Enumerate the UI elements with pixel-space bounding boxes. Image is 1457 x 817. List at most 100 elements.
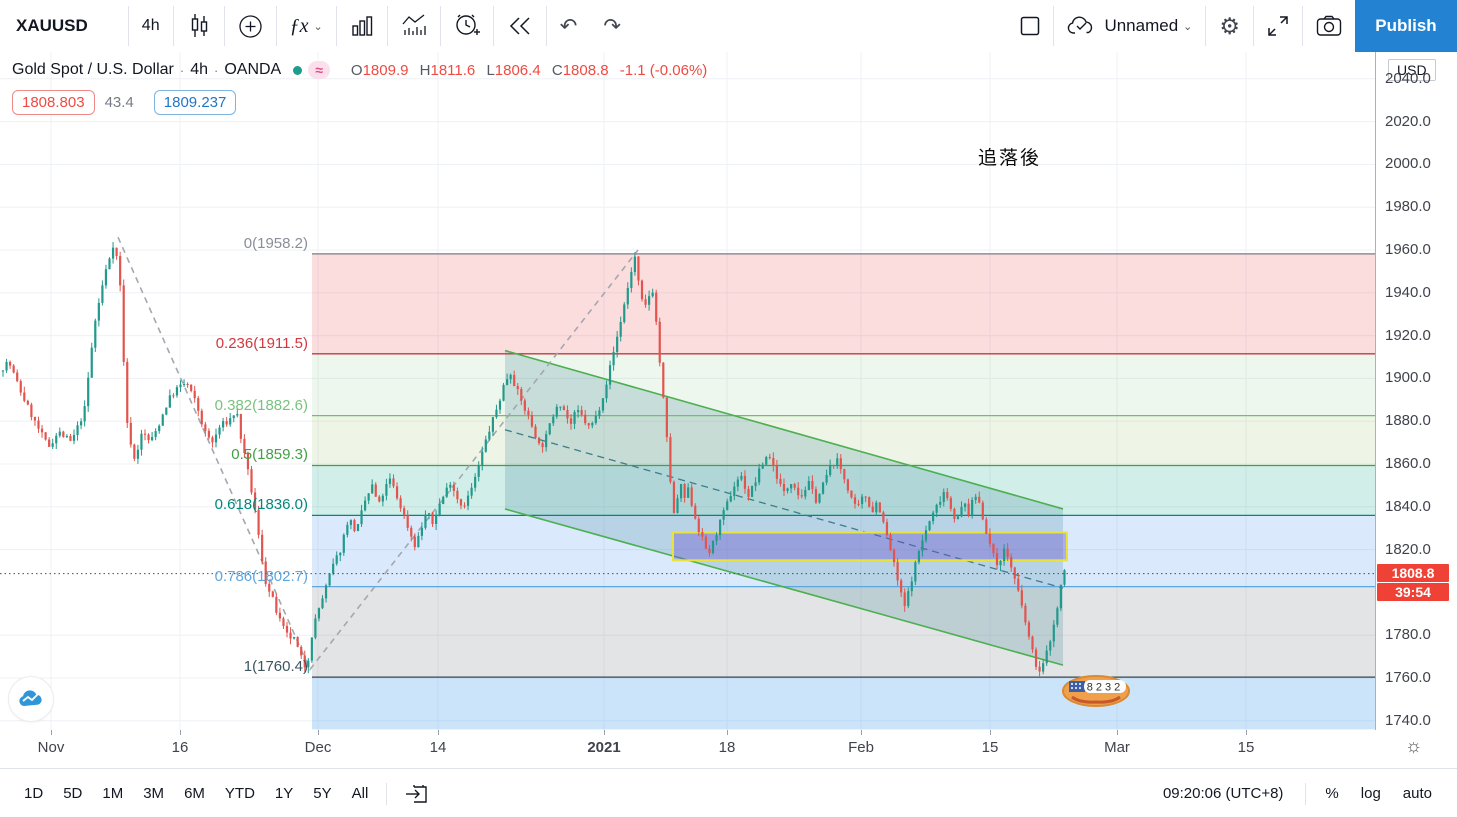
interval-label: 4h [141, 17, 160, 34]
time-axis-tick [318, 730, 319, 735]
price-axis-label: 1860.0 [1385, 455, 1431, 472]
sun-icon: ☼ [1405, 736, 1423, 757]
fib-level-label: 0.236(1911.5) [215, 334, 308, 352]
chart-type-button[interactable] [174, 0, 224, 52]
cloud-check-icon [1068, 16, 1093, 34]
publish-button[interactable]: Publish [1355, 0, 1457, 52]
goto-date-button[interactable] [395, 783, 439, 805]
time-axis-tick [438, 730, 439, 735]
auto-scale-button[interactable]: auto [1402, 785, 1432, 802]
separator [127, 6, 129, 46]
candlestick-icon [191, 14, 207, 37]
time-axis-tick [1117, 730, 1118, 735]
percent-scale-button[interactable]: % [1325, 785, 1339, 802]
compare-button[interactable] [225, 0, 276, 52]
metrics-button[interactable] [388, 0, 440, 52]
range-button-5d[interactable]: 5D [63, 785, 83, 802]
separator [545, 6, 547, 46]
top-toolbar: XAUUSD 4h ƒx ⌄ [0, 0, 1457, 53]
clock-label[interactable]: 09:20:06 (UTC+8) [1162, 785, 1284, 802]
range-button-1d[interactable]: 1D [24, 785, 44, 802]
separator [492, 6, 494, 46]
scale-settings-button[interactable]: ☼ [1405, 736, 1422, 758]
chart-pane[interactable]: Gold Spot / U.S. Dollar · 4h · OANDA ≈ O… [0, 52, 1375, 731]
legend-interval[interactable]: 4h [190, 61, 208, 78]
columns-icon [352, 16, 372, 36]
last-price-badge: 1808.8 [1377, 563, 1449, 582]
time-axis-label: 2021 [587, 739, 621, 756]
separator [1205, 6, 1207, 46]
bid-badge[interactable]: 1808.803 [12, 90, 95, 115]
toolbar-right-group: Unnamed ⌄ ⚙ Publish [1007, 0, 1457, 52]
separator [1305, 782, 1307, 805]
ask-badge[interactable]: 1809.237 [153, 90, 237, 115]
open-value: 1809.9 [362, 61, 409, 79]
alert-button[interactable] [441, 0, 493, 52]
symbol-legend: Gold Spot / U.S. Dollar · 4h · OANDA ≈ O… [12, 58, 707, 115]
fx-icon: ƒx [289, 14, 309, 37]
alarm-clock-plus-icon [456, 14, 480, 35]
price-axis-label: 1760.0 [1385, 669, 1431, 686]
time-axis-tick [727, 730, 728, 735]
chevron-down-icon[interactable]: ⌄ [313, 20, 323, 33]
time-axis-label: 16 [171, 739, 189, 756]
price-axis[interactable]: USD 1808.8 39:54 2040.0 2020.0 2000.0 1980.… [1375, 52, 1457, 730]
close-value: 1808.8 [562, 61, 609, 79]
time-axis-tick [1246, 730, 1247, 735]
camera-icon [1316, 15, 1342, 36]
replay-button[interactable] [494, 0, 546, 52]
layout-name-label: Unnamed [1104, 16, 1179, 35]
low-value: 1806.4 [494, 61, 541, 79]
low-label: L [486, 61, 495, 79]
layout-button[interactable] [1007, 0, 1053, 52]
snapshot-button[interactable] [1303, 0, 1355, 52]
time-axis-label: 18 [718, 739, 736, 756]
range-button-ytd[interactable]: YTD [224, 785, 255, 802]
time-axis-label: Nov [37, 739, 65, 756]
range-button-1y[interactable]: 1Y [274, 785, 294, 802]
watermark-text: 8232 [1087, 682, 1123, 694]
symbol-button[interactable]: XAUUSD [0, 0, 128, 52]
separator [1253, 6, 1254, 46]
redo-button[interactable]: ↷ [590, 0, 634, 52]
separator [275, 6, 277, 46]
indicators-button[interactable]: ƒx ⌄ [277, 0, 336, 52]
range-button-5y[interactable]: 5Y [313, 785, 332, 802]
market-status-icon[interactable] [293, 65, 303, 75]
range-button-1m[interactable]: 1M [102, 785, 124, 802]
legend-exchange[interactable]: OANDA [224, 61, 282, 78]
fib-level-label: 1(1760.4) [243, 658, 308, 676]
dot-separator: · [213, 62, 219, 78]
dot-separator: · [179, 62, 185, 78]
undo-button[interactable]: ↶ [547, 0, 591, 52]
price-axis-label: 2000.0 [1385, 155, 1431, 173]
price-axis-label: 2040.0 [1385, 69, 1431, 87]
cloud-save-button[interactable]: Unnamed ⌄ [1054, 0, 1205, 52]
separator [223, 6, 225, 46]
chevron-down-icon: ⌄ [1183, 20, 1193, 33]
watermark-logo: 8232 [1062, 675, 1130, 707]
separator [172, 6, 174, 46]
annotation-text[interactable]: 追落後 [978, 148, 1042, 169]
log-scale-button[interactable]: log [1360, 785, 1381, 802]
fullscreen-button[interactable] [1254, 0, 1302, 52]
tv-logo-button[interactable] [8, 676, 54, 722]
time-axis[interactable]: ☼ Nov 16 Dec 14 2021 18 Feb 15 Mar 15 [0, 730, 1457, 768]
settings-button[interactable]: ⚙ [1206, 0, 1253, 52]
fib-level-label: 0(1958.2) [243, 234, 308, 252]
legend-title[interactable]: Gold Spot / U.S. Dollar [12, 61, 174, 78]
separator [439, 6, 441, 46]
indicator-templates-button[interactable] [337, 0, 387, 52]
fib-level-label: 0.618(1836.0) [214, 496, 308, 514]
time-axis-label: 15 [1237, 739, 1255, 756]
price-axis-label: 1840.0 [1385, 497, 1431, 515]
range-button-6m[interactable]: 6M [184, 785, 205, 802]
range-button-all[interactable]: All [351, 785, 369, 802]
fullscreen-icon [1268, 16, 1288, 36]
interval-button[interactable]: 4h [129, 0, 173, 52]
approx-badge[interactable]: ≈ [308, 61, 330, 79]
chart-canvas[interactable] [0, 52, 1375, 730]
range-button-3m[interactable]: 3M [143, 785, 165, 802]
currency-badge[interactable]: USD [1388, 59, 1436, 81]
